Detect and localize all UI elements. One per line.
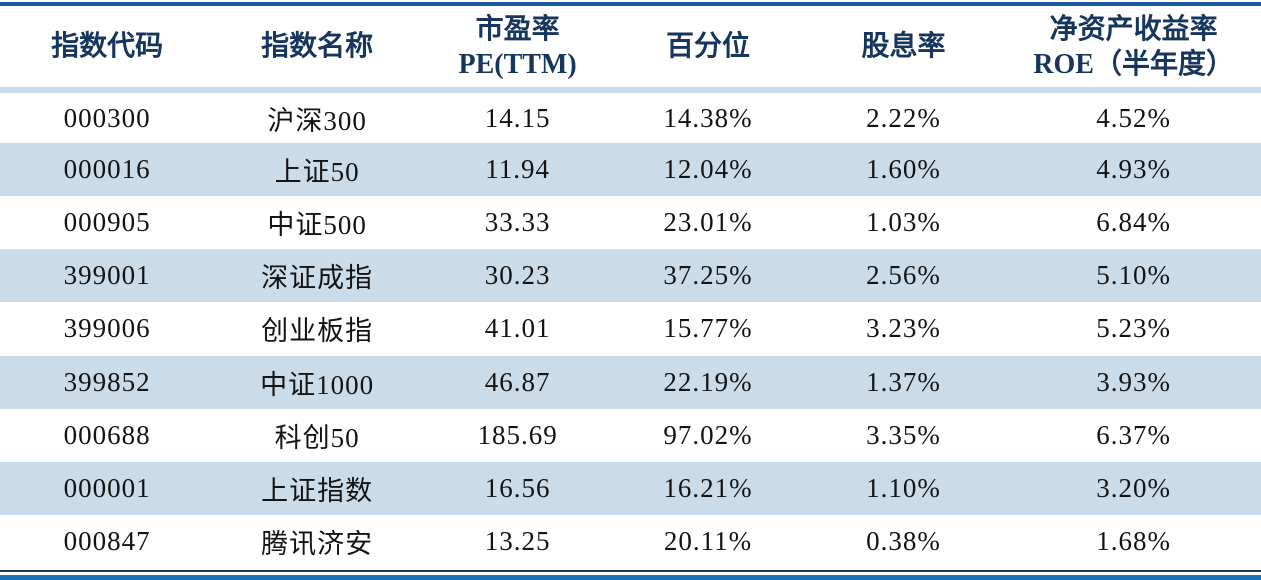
cell-index-code: 399852 [63,366,151,397]
cell-roe: 6.84% [1096,207,1171,238]
cell-index-code: 000688 [63,419,151,450]
cell-pe-ttm: 16.56 [484,472,551,503]
table-row: 000001 上证指数 16.56 16.21% 1.10% 3.20% [0,461,1261,515]
cell-roe: 1.68% [1096,525,1171,556]
cell-pe-ttm: 13.25 [484,525,551,556]
col-header-label: 市盈率 [475,13,560,45]
cell-index-name: 上证50 [274,157,360,188]
table-body: 000300 沪深300 14.15 14.38% 2.22% 4.52% 00… [0,90,1261,568]
cell-index-code: 399001 [63,260,151,291]
cell-percentile: 14.38% [663,102,753,133]
cell-percentile: 12.04% [663,154,753,185]
col-header-label: 百分位 [666,31,751,62]
cell-pe-ttm: 185.69 [477,419,558,450]
cell-index-name: 中证1000 [260,369,375,400]
table-top-border [0,2,1261,6]
cell-percentile: 37.25% [663,260,753,291]
table-row: 000300 沪深300 14.15 14.38% 2.22% 4.52% [0,90,1261,143]
cell-pe-ttm: 33.33 [484,207,551,238]
cell-index-code: 000001 [63,472,151,503]
col-header-percentile: 百分位 [615,6,801,93]
col-header-label: 指数代码 [51,31,164,62]
col-header-dividend-yield: 股息率 [800,6,1007,93]
cell-index-name: 腾讯济安 [261,528,374,559]
table-header: 指数代码 指数名称 市盈率 PE(TTM) 百分位 股息率 净资产收益率 ROE [0,6,1261,93]
table-row: 000847 腾讯济安 13.25 20.11% 0.38% 1.68% [0,515,1261,568]
cell-index-name: 创业板指 [261,316,374,347]
cell-percentile: 97.02% [663,419,753,450]
table-row: 399006 创业板指 41.01 15.77% 3.23% 5.23% [0,302,1261,355]
index-valuation-table: 指数代码 指数名称 市盈率 PE(TTM) 百分位 股息率 净资产收益率 ROE [0,6,1261,568]
cell-percentile: 20.11% [663,525,753,556]
cell-percentile: 22.19% [663,366,753,397]
cell-pe-ttm: 14.15 [484,102,551,133]
cell-dividend-yield: 2.22% [866,102,941,133]
cell-index-code: 000016 [63,154,151,185]
cell-index-name: 沪深300 [267,105,367,136]
cell-index-code: 399006 [63,313,151,344]
header-row: 指数代码 指数名称 市盈率 PE(TTM) 百分位 股息率 净资产收益率 ROE [0,6,1261,93]
table-bottom-gap [0,572,1261,575]
col-header-sublabel: PE(TTM) [458,48,577,80]
col-header-label: 股息率 [861,31,946,62]
cell-pe-ttm: 30.23 [484,260,551,291]
cell-dividend-yield: 1.37% [866,366,941,397]
cell-index-name: 中证500 [267,210,367,241]
cell-roe: 5.23% [1096,313,1171,344]
cell-dividend-yield: 0.38% [866,525,941,556]
col-header-label: 净资产收益率 [1049,13,1218,45]
cell-index-name: 科创50 [274,422,360,453]
col-header-pe-ttm: 市盈率 PE(TTM) [419,6,616,93]
table-row: 399001 深证成指 30.23 37.25% 2.56% 5.10% [0,249,1261,303]
cell-dividend-yield: 3.35% [866,419,941,450]
cell-index-code: 000300 [63,102,151,133]
cell-percentile: 15.77% [663,313,753,344]
cell-index-code: 000847 [63,525,151,556]
cell-dividend-yield: 1.03% [866,207,941,238]
table-row: 000016 上证50 11.94 12.04% 1.60% 4.93% [0,143,1261,197]
cell-dividend-yield: 3.23% [866,313,941,344]
cell-percentile: 16.21% [663,472,753,503]
cell-dividend-yield: 2.56% [866,260,941,291]
table-row: 000905 中证500 33.33 23.01% 1.03% 6.84% [0,196,1261,249]
col-header-roe: 净资产收益率 ROE（半年度） [1006,6,1261,93]
cell-roe: 3.93% [1096,366,1171,397]
cell-roe: 3.20% [1096,472,1171,503]
table-bottom-thick-border [0,575,1261,580]
cell-roe: 4.93% [1096,154,1171,185]
cell-index-name: 深证成指 [261,263,374,294]
cell-dividend-yield: 1.10% [866,472,941,503]
cell-roe: 4.52% [1096,102,1171,133]
cell-pe-ttm: 11.94 [485,154,550,185]
cell-index-name: 上证指数 [261,475,374,506]
cell-roe: 6.37% [1096,419,1171,450]
cell-percentile: 23.01% [663,207,753,238]
cell-pe-ttm: 46.87 [484,366,551,397]
col-header-index-name: 指数名称 [214,6,420,93]
cell-dividend-yield: 1.60% [866,154,941,185]
table-bottom-thin-border [0,570,1261,572]
col-header-label: 指数名称 [261,31,374,62]
cell-pe-ttm: 41.01 [484,313,551,344]
col-header-sublabel: ROE（半年度） [1033,48,1234,80]
cell-roe: 5.10% [1096,260,1171,291]
table-row: 000688 科创50 185.69 97.02% 3.35% 6.37% [0,409,1261,462]
cell-index-code: 000905 [63,207,151,238]
table-row: 399852 中证1000 46.87 22.19% 1.37% 3.93% [0,355,1261,409]
col-header-index-code: 指数代码 [0,6,215,93]
